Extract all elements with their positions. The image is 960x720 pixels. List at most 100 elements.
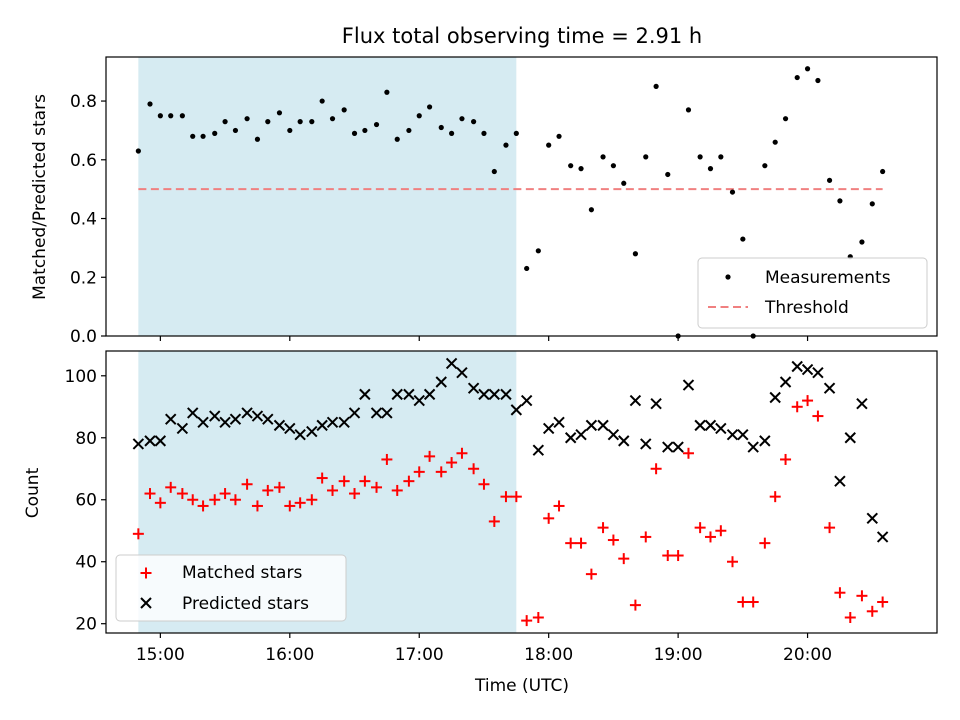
predicted-point: [423, 388, 436, 401]
predicted-point: [488, 388, 501, 401]
measurement-point: [179, 113, 185, 119]
matched-point: [640, 531, 652, 543]
matched-point: [262, 484, 274, 496]
predicted-point: [715, 422, 727, 435]
measurement-point: [588, 207, 594, 213]
predicted-point: [348, 407, 361, 419]
y-tick-label: 100: [65, 367, 97, 387]
matched-point: [769, 491, 781, 503]
measurement-point: [329, 116, 336, 122]
bottom-y-ticks: 20 40 60 80 100: [65, 367, 106, 635]
measurement-point: [471, 119, 477, 125]
predicted-point: [791, 360, 803, 373]
predicted-point: [542, 422, 555, 435]
predicted-point: [219, 416, 231, 428]
measurement-point: [524, 265, 530, 272]
measurement-point: [632, 251, 639, 257]
matched-point: [759, 537, 771, 549]
predicted-point: [500, 388, 512, 401]
predicted-point: [607, 428, 620, 441]
matched-point: [575, 537, 587, 549]
measurement-point: [416, 113, 422, 119]
measurement-point: [653, 83, 659, 89]
predicted-point: [326, 416, 339, 428]
predicted-point: [585, 419, 598, 432]
matched-point: [543, 512, 555, 524]
bottom-axes-frame: [105, 350, 938, 634]
matched-point: [132, 528, 144, 540]
matched-points: [132, 395, 889, 627]
matched-point: [607, 534, 619, 546]
predicted-point: [629, 394, 642, 407]
predicted-point: [520, 394, 533, 407]
predicted-point: [165, 413, 177, 425]
predicted-point: [564, 432, 577, 444]
measurement-point: [491, 168, 497, 175]
matched-point: [468, 463, 480, 475]
measurement-point: [740, 236, 746, 242]
predicted-point: [294, 428, 306, 441]
predicted-point: [338, 416, 350, 428]
predicted-point: [597, 419, 609, 432]
predicted-point: [467, 382, 480, 394]
predicted-point: [413, 394, 425, 407]
matched-point: [500, 491, 512, 503]
predicted-point: [726, 428, 739, 441]
matched-point: [866, 605, 878, 617]
measurement-point: [232, 127, 239, 134]
measurement-point: [772, 139, 778, 145]
predicted-point: [241, 407, 253, 419]
measurement-point: [804, 66, 811, 72]
matched-point: [715, 525, 727, 537]
matched-point: [478, 478, 490, 490]
y-tick-label: 0.6: [70, 151, 97, 171]
predicted-point: [575, 428, 587, 441]
measurement-point: [503, 142, 509, 148]
matched-point: [176, 488, 188, 500]
predicted-point: [435, 376, 447, 388]
measurement-point: [707, 166, 714, 172]
legend-measurements-marker: [725, 274, 731, 280]
measurement-point: [729, 189, 736, 195]
measurement-point: [309, 119, 315, 125]
predicted-point: [370, 407, 383, 419]
predicted-point: [682, 379, 695, 391]
matched-point: [650, 463, 662, 475]
matched-point: [187, 494, 199, 506]
matched-point: [229, 494, 241, 506]
predicted-point: [359, 388, 371, 401]
matched-point: [251, 500, 263, 512]
predicted-point: [759, 435, 771, 447]
matched-point: [802, 395, 814, 407]
legend-threshold-label: Threshold: [764, 298, 849, 318]
matched-point: [284, 500, 296, 512]
matched-point: [424, 450, 436, 462]
measurement-point: [718, 154, 724, 160]
predicted-point: [553, 416, 565, 428]
top-y-ticks: 0.0 0.2 0.4 0.6 0.8: [70, 92, 106, 347]
measurement-point: [459, 116, 465, 122]
matched-point: [446, 457, 458, 469]
matched-point: [834, 587, 846, 599]
measurement-point: [351, 130, 358, 136]
matched-point: [585, 568, 597, 580]
predicted-point: [876, 531, 889, 543]
matched-point: [694, 522, 706, 534]
measurement-point: [384, 89, 390, 95]
measurement-point: [685, 107, 692, 113]
measurement-point: [254, 136, 261, 142]
x-tick-label: 20:00: [783, 645, 832, 665]
matched-point: [747, 596, 759, 608]
matched-point: [338, 475, 350, 487]
matched-point: [737, 596, 749, 608]
predicted-point: [704, 419, 717, 432]
measurement-point: [481, 130, 487, 136]
measurement-point: [362, 127, 368, 134]
matched-point: [672, 550, 684, 562]
predicted-point: [391, 388, 403, 401]
y-tick-label: 80: [75, 429, 97, 449]
predicted-point: [672, 441, 684, 453]
matched-point: [662, 550, 674, 562]
predicted-point: [284, 422, 296, 435]
